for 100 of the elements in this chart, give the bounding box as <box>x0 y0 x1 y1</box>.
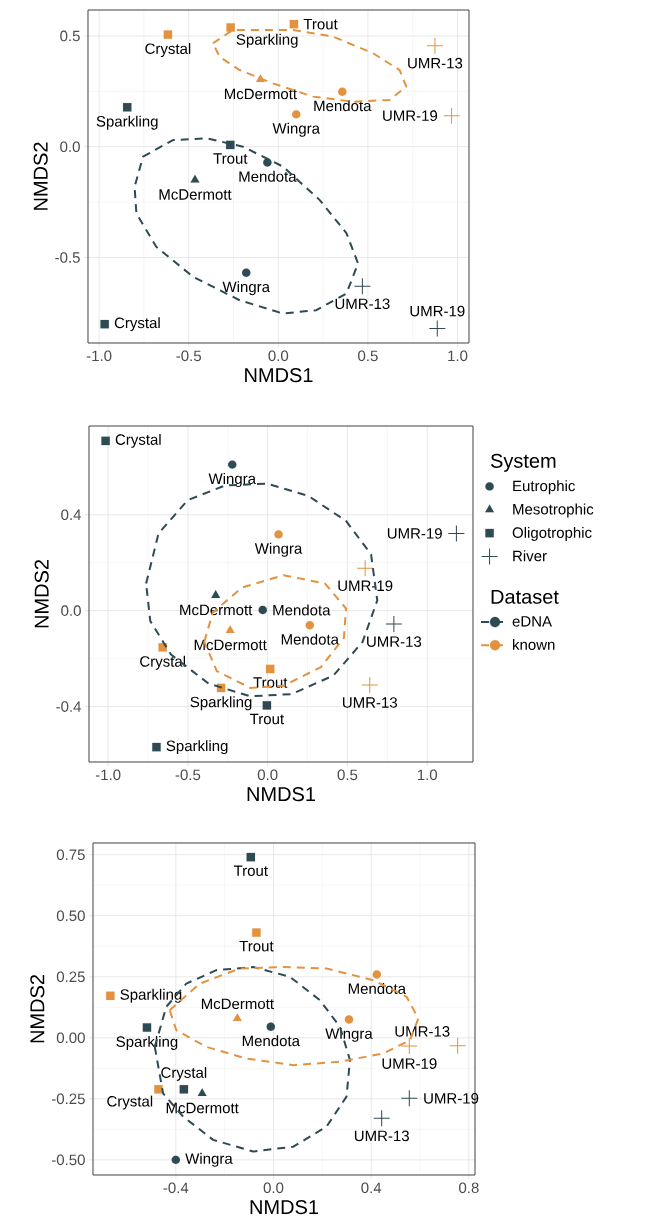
point <box>289 19 299 29</box>
data-label: Sparkling <box>236 33 298 48</box>
text: Dataset <box>491 589 559 604</box>
x-tick-label: 1.0 <box>417 769 438 781</box>
point <box>197 1088 207 1097</box>
point <box>246 852 256 862</box>
x-tick-label: -1.0 <box>86 350 112 362</box>
x-axis-title: NMDS1 <box>247 787 316 802</box>
point <box>372 970 382 979</box>
data-label: UMR-19 <box>383 110 438 121</box>
point <box>448 525 465 542</box>
data-label: Trout <box>303 18 338 30</box>
point <box>226 140 235 150</box>
x-tick-label: -1.0 <box>95 769 121 781</box>
data-label: Crystal <box>161 1066 207 1081</box>
point <box>241 268 251 278</box>
point <box>232 1013 242 1022</box>
data-label: UMR-13 <box>395 1026 450 1037</box>
point <box>225 625 235 633</box>
y-tick-label: 0.5 <box>60 30 80 42</box>
point <box>190 174 200 183</box>
data-label: Trout <box>239 940 274 952</box>
data-label: Sparkling <box>120 988 182 1003</box>
point <box>357 560 374 577</box>
data-label: Mendota <box>314 100 372 112</box>
point <box>101 436 110 446</box>
point <box>266 1022 276 1032</box>
text: eDNA <box>512 616 552 627</box>
y-tick-label: -0.50 <box>51 1154 85 1166</box>
point <box>211 590 221 598</box>
data-label: McDermott <box>180 604 253 616</box>
x-tick-label: 0.0 <box>263 1182 284 1194</box>
data-label: UMR-13 <box>354 1130 409 1142</box>
point <box>228 460 237 469</box>
x-tick-label: -0.5 <box>175 769 201 781</box>
point <box>226 23 235 32</box>
data-label: UMR-13 <box>367 636 422 647</box>
data-label: UMR-13 <box>335 298 390 310</box>
data-label: Wingra <box>272 122 320 137</box>
point <box>443 107 460 124</box>
data-label: Trout <box>253 677 288 688</box>
legend-label: Oligotrophic <box>512 526 592 541</box>
y-axis-title: NMDS2 <box>34 560 49 628</box>
x-tick-label: 0.0 <box>257 769 278 781</box>
point <box>401 1090 418 1107</box>
data-label: UMR-13 <box>343 697 398 708</box>
point <box>163 30 173 39</box>
x-tick-label: 0.0 <box>268 350 289 362</box>
data-label: Trout <box>213 153 248 164</box>
x-tick-label: 1.0 <box>448 350 468 362</box>
y-tick-label: 0.0 <box>61 605 81 616</box>
x-tick-label: 0.8 <box>459 1182 479 1194</box>
point <box>429 320 446 337</box>
point <box>385 616 402 633</box>
data-label: Mendota <box>239 170 297 182</box>
point <box>338 87 347 97</box>
y-tick-label: 0.25 <box>56 971 85 983</box>
point <box>344 1015 354 1024</box>
data-label: McDermott <box>166 1102 239 1114</box>
point <box>252 928 261 937</box>
point <box>154 1085 163 1094</box>
data-label: Sparkling <box>190 696 252 711</box>
point <box>449 1037 466 1054</box>
point <box>274 530 283 539</box>
legend-label: Eutrophic <box>513 480 575 495</box>
data-label: UMR-19 <box>424 1093 479 1104</box>
data-label: Wingra <box>222 281 270 296</box>
point <box>142 1023 152 1032</box>
point <box>401 1038 418 1055</box>
point <box>265 664 275 674</box>
y-tick-label: 0.50 <box>56 910 85 922</box>
y-tick-label: 0.4 <box>61 509 82 521</box>
point <box>373 1110 390 1127</box>
point <box>100 319 109 329</box>
data-label: Trout <box>249 713 284 725</box>
x-tick-label: -0.5 <box>176 350 202 362</box>
data-label: Sparkling <box>166 740 228 755</box>
point <box>171 1155 181 1165</box>
x-tick-label: 0.5 <box>337 769 358 781</box>
legend-title: System <box>490 453 556 472</box>
point <box>179 1085 189 1094</box>
point <box>361 677 378 694</box>
data-label: Crystal <box>140 655 186 670</box>
y-tick-label: 0.00 <box>56 1032 85 1044</box>
data-label: McDermott <box>159 189 232 200</box>
point <box>106 991 115 1001</box>
data-label: Wingra <box>325 1027 373 1042</box>
x-tick-label: 0.4 <box>361 1182 382 1194</box>
data-label: Crystal <box>114 317 160 332</box>
data-label: UMR-19 <box>382 1058 437 1069</box>
y-tick-label: -0.4 <box>56 701 82 712</box>
point <box>263 158 272 167</box>
y-axis-title: NMDS2 <box>33 142 48 210</box>
data-label: UMR-19 <box>387 528 442 539</box>
x-axis-title: NMDS1 <box>245 368 313 383</box>
y-axis-title: NMDS2 <box>30 974 45 1043</box>
data-label: Wingra <box>185 1152 233 1167</box>
data-label: Wingra <box>254 542 303 557</box>
point <box>122 103 132 112</box>
data-label: Mendota <box>273 604 331 616</box>
